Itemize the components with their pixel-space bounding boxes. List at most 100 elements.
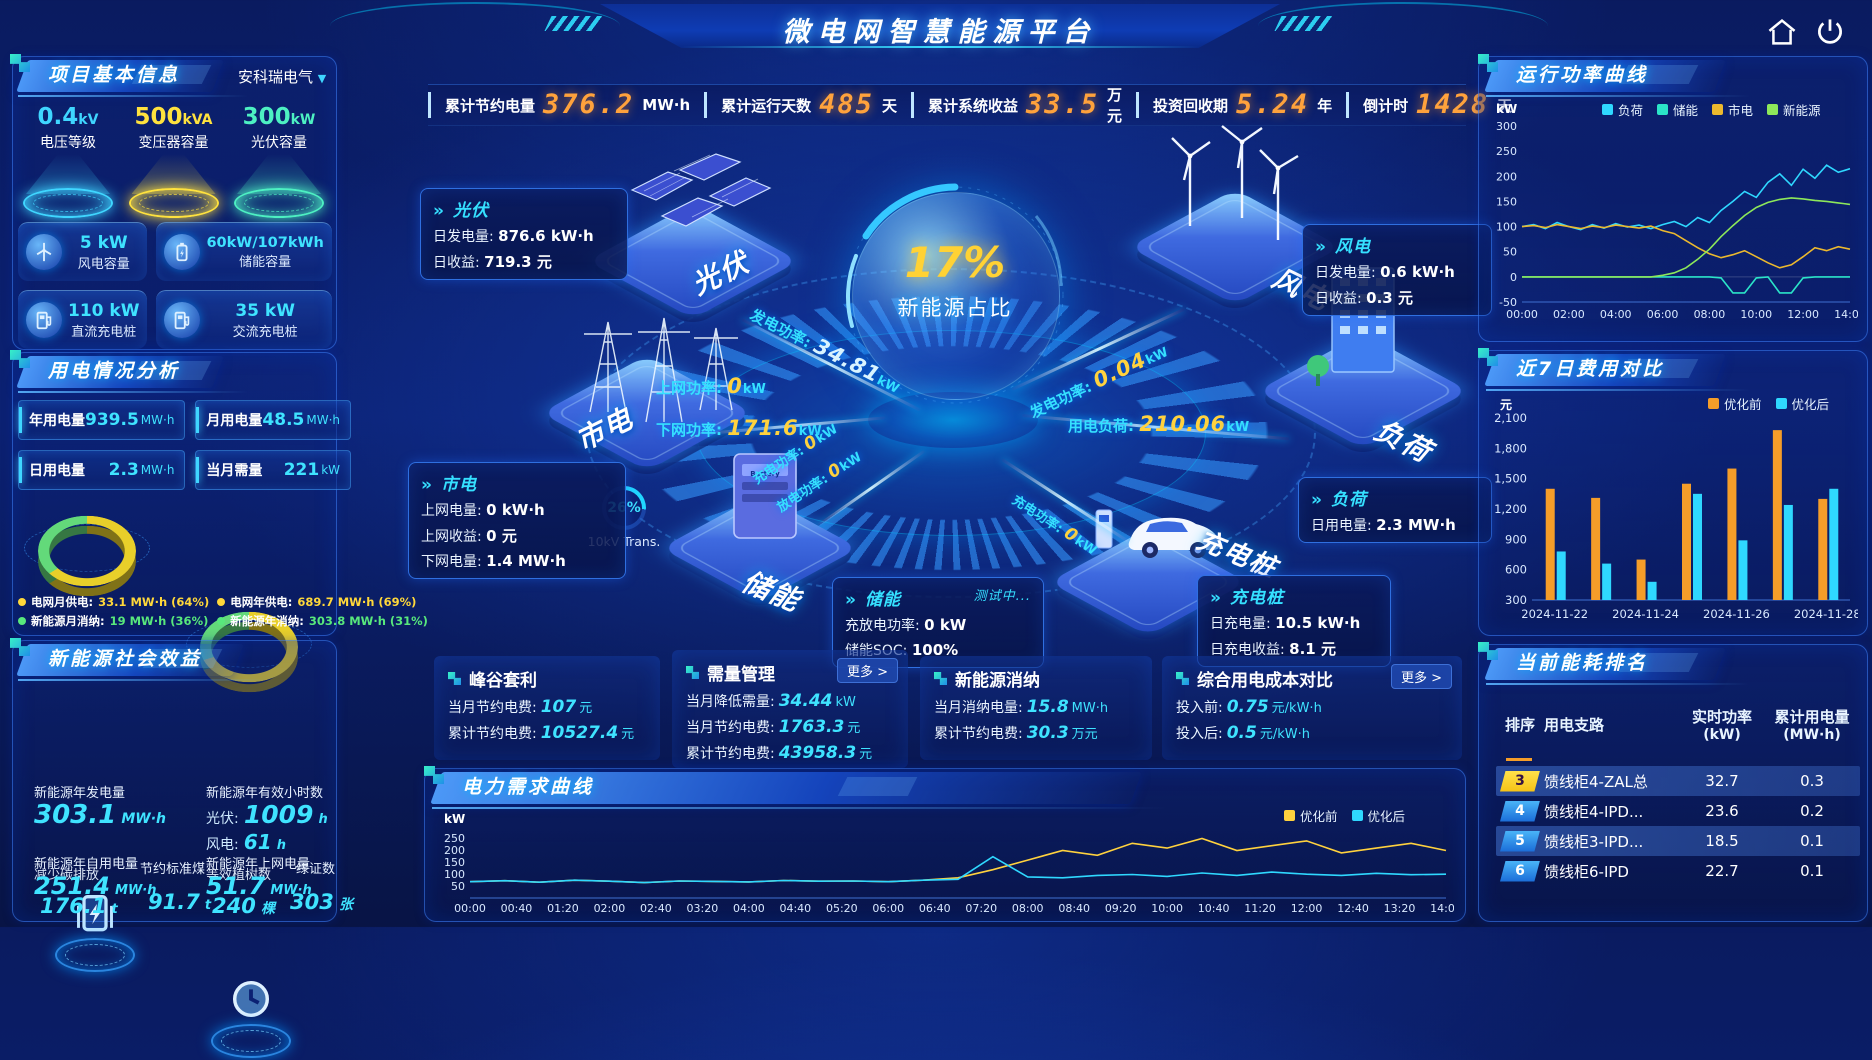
svg-text:12:00: 12:00 xyxy=(1787,308,1819,321)
svg-text:12:40: 12:40 xyxy=(1337,902,1369,915)
load-info-box: » 负荷 日用电量: 2.3 MW·h xyxy=(1298,477,1492,543)
svg-text:150: 150 xyxy=(444,856,465,869)
panel-benefit-header: 新能源社会效益 xyxy=(10,638,268,681)
legend-item[interactable]: 优化后 xyxy=(1775,394,1829,413)
pv-hours: 光伏: 1009 h xyxy=(206,800,328,829)
card-corner-icon xyxy=(934,672,947,685)
svg-text:08:40: 08:40 xyxy=(1058,902,1090,915)
stat-day-usage: 日用电量 2.3 MW·h xyxy=(18,450,186,490)
legend-item[interactable]: 市电 xyxy=(1712,100,1753,119)
rank-badge: 5 xyxy=(1500,830,1540,852)
svg-text:-50: -50 xyxy=(1499,296,1517,309)
center-orb xyxy=(852,192,1060,400)
svg-text:10:00: 10:00 xyxy=(1740,308,1772,321)
card-peak-valley: 峰谷套利 当月节约电费: 107 元 累计节约电费: 10527.4 元 xyxy=(434,656,660,760)
wind-hours: 风电: 61 h xyxy=(206,830,287,854)
legend-item[interactable]: 新能源年消纳: 303.8 MW·h (31%) xyxy=(217,613,428,629)
table-row[interactable]: 3 馈线柜4-ZAL总 32.7 0.3 xyxy=(1496,766,1860,796)
card-demand-mgmt: 需量管理 更多 > 当月降低需量: 34.44 kW 当月节约电费: 1763.3 元 … xyxy=(672,650,908,768)
svg-text:2024-11-24: 2024-11-24 xyxy=(1612,607,1679,621)
spotlight-disc xyxy=(23,188,113,218)
feedin-value: 51.7 MW·h xyxy=(206,872,312,900)
panel-power-header: 运行功率曲线 xyxy=(1478,54,1750,97)
legend-item[interactable]: 新能源月消纳: 19 MW·h (36%) xyxy=(18,613,209,629)
demand-unit-label: kW xyxy=(444,812,466,826)
svg-text:50: 50 xyxy=(1503,246,1517,259)
sort-indicator xyxy=(1506,758,1532,761)
spotlight-disc xyxy=(128,188,219,218)
svg-text:06:40: 06:40 xyxy=(919,902,951,915)
dc-charger-icon xyxy=(26,302,62,338)
svg-text:1,800: 1,800 xyxy=(1494,441,1527,455)
more-button[interactable]: 更多 > xyxy=(1390,664,1452,689)
svg-text:06:00: 06:00 xyxy=(1647,308,1679,321)
legend-item[interactable]: 新能源 xyxy=(1767,100,1821,119)
chevron-right-icon: » xyxy=(1311,490,1323,510)
page-title: 微电网智慧能源平台 xyxy=(782,17,1098,48)
svg-text:100: 100 xyxy=(1496,221,1517,234)
grid-info-box: » 市电 上网电量: 0 kW·h 上网收益: 0 元 下网电量: 1.4 MW·… xyxy=(408,462,626,579)
panel-title: 用电情况分析 xyxy=(48,360,181,382)
svg-text:300: 300 xyxy=(1505,593,1527,607)
svg-text:2024-11-22: 2024-11-22 xyxy=(1521,607,1588,621)
legend-item[interactable]: 优化前 xyxy=(1284,806,1338,825)
legend-item[interactable]: 负荷 xyxy=(1602,100,1643,119)
kpi-value: 33.5 xyxy=(1025,89,1100,120)
donut-month-supply xyxy=(24,496,150,597)
self-use-label: 新能源年自用电量 xyxy=(34,857,139,872)
chevron-right-icon: » xyxy=(421,475,433,495)
spotlight-pv: 300kW 光伏容量 xyxy=(229,104,329,218)
hours-pedestal xyxy=(208,974,294,1060)
more-button[interactable]: 更多 > xyxy=(836,658,898,683)
svg-text:10:00: 10:00 xyxy=(1151,902,1183,915)
home-icon[interactable] xyxy=(1766,16,1798,48)
co2-value: 176.1 t xyxy=(40,894,118,918)
card-cost-compare: 综合用电成本对比 更多 > 投入前: 0.75 元/kW·h 投入后: 0.5 元/kW… xyxy=(1162,656,1462,760)
table-row[interactable]: 4 馈线柜4-IPD... 23.6 0.2 xyxy=(1496,796,1860,826)
svg-text:100: 100 xyxy=(444,868,465,881)
kpi-energy-saved: 累计节约电量 376.2 MW·h xyxy=(428,91,704,118)
legend-item[interactable]: 电网年供电: 689.7 MW·h (69%) xyxy=(217,594,428,610)
card-storage-capacity: 60kW/107kWh 储能容量 xyxy=(156,222,332,281)
svg-text:50: 50 xyxy=(451,880,465,893)
svg-text:04:40: 04:40 xyxy=(779,902,811,915)
ranking-rows: 3 馈线柜4-ZAL总 32.7 0.3 4 馈线柜4-IPD... 23.6 … xyxy=(1496,766,1860,884)
svg-text:03:20: 03:20 xyxy=(687,902,719,915)
power-icon[interactable] xyxy=(1814,16,1846,48)
wind-turbine-icon xyxy=(26,234,62,270)
svg-text:150: 150 xyxy=(1496,195,1517,208)
company-dropdown[interactable]: 安科瑞电气 ▼ xyxy=(238,68,327,86)
svg-text:200: 200 xyxy=(444,844,465,857)
legend-item[interactable]: 电网月供电: 33.1 MW·h (64%) xyxy=(18,594,209,610)
feedin-power-label: 上网功率: 0kW xyxy=(656,374,766,398)
header-swoosh-left xyxy=(330,2,620,50)
legend-item[interactable]: 优化前 xyxy=(1708,394,1762,413)
panel-title: 新能源社会效益 xyxy=(48,648,203,670)
kpi-income: 累计系统收益 33.5 万元 xyxy=(910,86,1136,125)
trees-value: 240 棵 xyxy=(212,894,275,918)
svg-text:04:00: 04:00 xyxy=(1600,308,1632,321)
panel-title: 近7日费用对比 xyxy=(1516,358,1665,380)
legend-item[interactable]: 储能 xyxy=(1657,100,1698,119)
spotlight-voltage: 0.4kV 电压等级 xyxy=(18,104,118,218)
chevron-right-icon: » xyxy=(1315,237,1327,257)
svg-text:2024-11-26: 2024-11-26 xyxy=(1703,607,1770,621)
svg-text:600: 600 xyxy=(1505,563,1527,577)
chevron-right-icon: » xyxy=(845,590,857,610)
table-row[interactable]: 6 馈线柜6-IPD 22.7 0.1 xyxy=(1496,856,1860,884)
svg-text:Battery: Battery xyxy=(750,470,780,478)
svg-text:01:20: 01:20 xyxy=(547,902,579,915)
stat-year-usage: 年用电量 939.5 MW·h xyxy=(18,400,186,440)
kpi-bar: 累计节约电量 376.2 MW·h 累计运行天数 485 天 累计系统收益 33… xyxy=(428,84,1512,126)
legend-item[interactable]: 优化后 xyxy=(1351,806,1405,825)
svg-text:250: 250 xyxy=(444,832,465,845)
usage-stats: 年用电量 939.5 MW·h 月用电量 48.5 MW·h 日用电量 2.3 MW·h 当… xyxy=(18,400,352,490)
svg-text:200: 200 xyxy=(1496,170,1517,183)
kpi-value: 485 xyxy=(819,89,874,120)
table-row[interactable]: 5 馈线柜3-IPD... 18.5 0.1 xyxy=(1496,826,1860,856)
svg-text:02:40: 02:40 xyxy=(640,902,672,915)
card-dc-charger: 110 kW 直流充电桩 xyxy=(18,290,148,349)
certs-value: 303 张 xyxy=(290,890,353,914)
wind-turbines-icon xyxy=(1171,125,1299,240)
